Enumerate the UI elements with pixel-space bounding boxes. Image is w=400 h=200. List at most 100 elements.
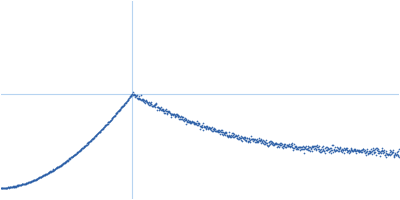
Point	[318, 147, 324, 150]
Point	[8, 186, 15, 189]
Point	[324, 148, 331, 152]
Point	[125, 98, 132, 101]
Point	[273, 142, 280, 145]
Point	[162, 108, 168, 111]
Point	[352, 147, 358, 150]
Point	[92, 134, 99, 137]
Point	[254, 139, 260, 142]
Point	[91, 136, 98, 139]
Point	[369, 150, 376, 153]
Point	[0, 186, 4, 189]
Point	[110, 115, 117, 118]
Point	[282, 146, 289, 149]
Point	[280, 146, 286, 149]
Point	[198, 124, 204, 127]
Point	[301, 151, 308, 154]
Point	[213, 130, 219, 133]
Point	[95, 131, 102, 135]
Point	[263, 142, 270, 145]
Point	[124, 98, 131, 101]
Point	[223, 132, 230, 135]
Point	[276, 145, 282, 149]
Point	[338, 151, 345, 154]
Point	[271, 143, 278, 146]
Point	[58, 163, 64, 166]
Point	[3, 186, 9, 189]
Point	[252, 137, 258, 140]
Point	[384, 152, 390, 156]
Point	[131, 95, 138, 99]
Point	[18, 182, 25, 186]
Point	[380, 150, 386, 153]
Point	[156, 107, 163, 110]
Point	[66, 157, 72, 160]
Point	[16, 183, 22, 187]
Point	[235, 133, 242, 136]
Point	[100, 127, 106, 130]
Point	[80, 145, 87, 148]
Point	[236, 136, 243, 139]
Point	[7, 186, 14, 189]
Point	[40, 174, 46, 178]
Point	[308, 147, 314, 150]
Point	[127, 95, 133, 98]
Point	[237, 136, 243, 140]
Point	[0, 186, 6, 190]
Point	[290, 147, 297, 150]
Point	[320, 145, 326, 148]
Point	[102, 124, 108, 127]
Point	[94, 132, 101, 135]
Point	[268, 140, 275, 143]
Point	[199, 125, 205, 128]
Point	[183, 122, 190, 125]
Point	[177, 115, 183, 119]
Point	[318, 151, 324, 154]
Point	[316, 144, 323, 148]
Point	[374, 149, 380, 152]
Point	[184, 119, 190, 123]
Point	[63, 160, 69, 163]
Point	[49, 169, 56, 172]
Point	[22, 182, 28, 185]
Point	[102, 124, 108, 127]
Point	[310, 147, 317, 150]
Point	[93, 134, 99, 137]
Point	[166, 110, 172, 113]
Point	[258, 138, 264, 142]
Point	[19, 183, 25, 186]
Point	[356, 149, 362, 153]
Point	[388, 151, 395, 154]
Point	[313, 148, 319, 152]
Point	[236, 137, 242, 140]
Point	[374, 151, 381, 155]
Point	[390, 149, 396, 152]
Point	[240, 136, 247, 139]
Point	[216, 128, 222, 132]
Point	[26, 181, 33, 184]
Point	[163, 107, 169, 111]
Point	[190, 122, 197, 125]
Point	[382, 154, 388, 157]
Point	[287, 144, 294, 147]
Point	[391, 155, 398, 159]
Point	[314, 146, 320, 149]
Point	[75, 150, 82, 153]
Point	[135, 97, 142, 100]
Point	[86, 141, 92, 144]
Point	[152, 105, 159, 109]
Point	[359, 151, 365, 154]
Point	[68, 156, 74, 159]
Point	[308, 146, 315, 149]
Point	[176, 115, 182, 118]
Point	[232, 134, 238, 137]
Point	[388, 149, 394, 152]
Point	[260, 139, 266, 142]
Point	[347, 148, 354, 151]
Point	[350, 147, 357, 151]
Point	[212, 130, 219, 133]
Point	[220, 132, 227, 135]
Point	[126, 96, 132, 100]
Point	[134, 97, 141, 100]
Point	[302, 144, 309, 147]
Point	[90, 136, 96, 140]
